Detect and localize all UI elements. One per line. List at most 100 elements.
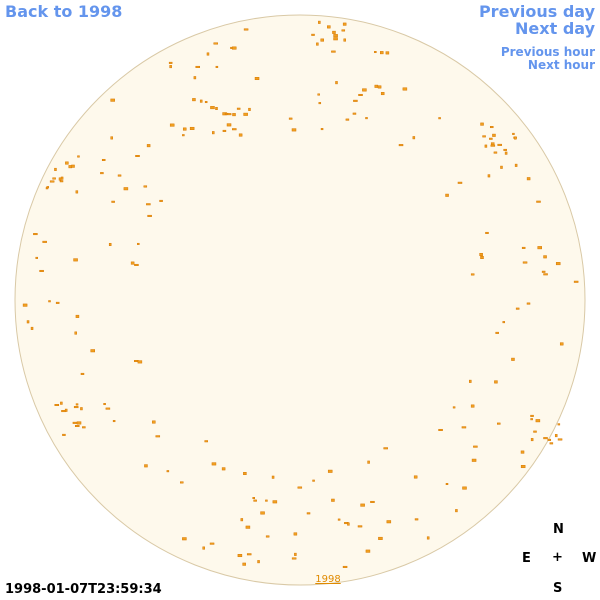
- feature: [535, 419, 541, 423]
- feature: [380, 51, 384, 55]
- feature: [100, 172, 104, 175]
- feature: [297, 486, 303, 489]
- feature: [243, 472, 247, 476]
- feature: [232, 128, 237, 131]
- compass-south: S: [553, 581, 563, 596]
- feature: [73, 258, 78, 262]
- feature: [557, 423, 561, 426]
- feature: [492, 133, 496, 137]
- feature: [345, 118, 350, 121]
- feature: [352, 112, 357, 115]
- feature: [386, 520, 392, 524]
- feature: [493, 151, 498, 154]
- feature: [554, 434, 558, 438]
- feature: [54, 404, 60, 407]
- feature: [573, 280, 579, 283]
- feature: [385, 51, 390, 55]
- feature: [306, 512, 311, 515]
- feature: [105, 407, 111, 410]
- feature: [204, 440, 208, 443]
- feature: [402, 87, 408, 91]
- feature: [215, 65, 219, 68]
- solar-disk: [14, 14, 586, 586]
- feature: [253, 499, 257, 502]
- feature: [242, 562, 246, 566]
- feature: [511, 357, 515, 361]
- previous-hour-link[interactable]: Previous hour: [500, 45, 595, 59]
- feature: [101, 158, 106, 161]
- feature: [35, 256, 38, 259]
- feature: [137, 242, 140, 245]
- feature: [367, 460, 370, 464]
- feature: [526, 177, 531, 181]
- feature: [320, 128, 324, 131]
- feature: [254, 77, 260, 81]
- feature: [26, 320, 30, 324]
- feature: [74, 424, 80, 427]
- feature: [182, 127, 187, 131]
- feature: [110, 98, 115, 102]
- feature: [231, 46, 237, 50]
- feature: [272, 500, 278, 504]
- feature: [130, 261, 135, 265]
- feature: [155, 435, 161, 438]
- feature: [426, 536, 430, 540]
- feature: [526, 302, 531, 305]
- feature: [473, 445, 478, 448]
- disk-label[interactable]: 1998: [315, 574, 340, 585]
- feature: [327, 25, 331, 29]
- feature: [549, 442, 554, 445]
- next-day-link[interactable]: Next day: [515, 19, 595, 38]
- feature: [312, 479, 315, 482]
- feature: [222, 129, 227, 132]
- feature: [33, 233, 38, 236]
- features: [22, 20, 579, 568]
- feature: [512, 132, 515, 135]
- feature: [71, 164, 75, 168]
- back-link[interactable]: Back to 1998: [5, 2, 123, 21]
- feature: [318, 102, 322, 105]
- feature: [331, 498, 335, 502]
- feature: [123, 187, 129, 191]
- feature: [311, 33, 315, 36]
- feature: [213, 42, 218, 45]
- feature: [502, 321, 506, 324]
- feature: [243, 112, 248, 116]
- feature: [487, 174, 491, 178]
- feature: [72, 421, 78, 424]
- feature: [470, 404, 475, 408]
- feature: [320, 38, 324, 42]
- feature: [514, 163, 518, 167]
- feature: [39, 269, 44, 272]
- feature: [74, 331, 77, 335]
- feature: [455, 509, 458, 513]
- feature: [202, 546, 205, 550]
- feature: [543, 255, 547, 259]
- feature: [169, 123, 175, 127]
- next-hour-link[interactable]: Next hour: [527, 58, 595, 72]
- feature: [500, 165, 503, 169]
- compass-north: N: [553, 522, 564, 537]
- feature: [240, 518, 244, 522]
- feature: [46, 186, 50, 189]
- compass-east: E: [522, 551, 531, 566]
- feature: [58, 177, 62, 181]
- feature: [494, 380, 498, 384]
- feature: [533, 430, 537, 433]
- feature: [182, 134, 185, 137]
- feature: [317, 93, 320, 96]
- feature: [110, 136, 113, 140]
- feature: [75, 403, 79, 406]
- feature: [291, 128, 297, 132]
- feature: [514, 136, 517, 140]
- feature: [342, 565, 348, 568]
- feature: [111, 200, 115, 203]
- feature: [497, 143, 502, 146]
- feature: [413, 475, 418, 479]
- feature: [226, 123, 232, 127]
- timestamp: 1998-01-07T23:59:34: [5, 582, 162, 597]
- feature: [489, 126, 494, 129]
- feature: [288, 117, 293, 120]
- previous-day-link[interactable]: Previous day: [478, 2, 595, 21]
- feature: [75, 314, 80, 318]
